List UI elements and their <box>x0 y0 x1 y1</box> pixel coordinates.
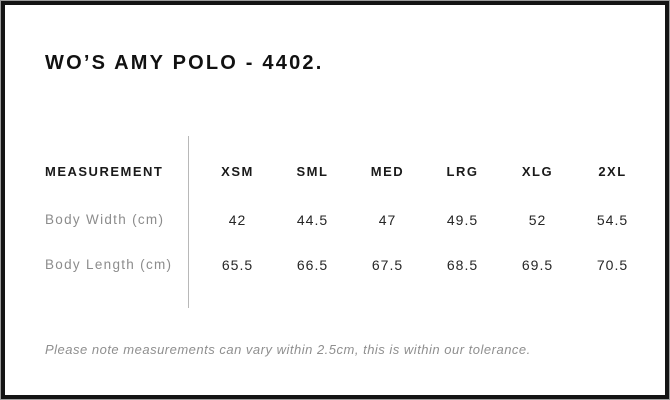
size-column-header-sml: SML <box>296 164 329 179</box>
body-length-xsm-value: 65.5 <box>221 257 254 273</box>
row-label-body-length: Body Length (cm) <box>45 257 173 272</box>
body-width-med-value: 47 <box>378 212 397 228</box>
size-column-header-med: MED <box>370 164 405 179</box>
body-width-xsm-value: 42 <box>228 212 247 228</box>
size-column-header-xsm: XSM <box>221 164 254 179</box>
page-title: WO’S AMY POLO - 4402. <box>45 52 324 74</box>
tolerance-note: Please note measurements can vary within… <box>45 342 531 357</box>
body-length-lrg-value: 68.5 <box>446 257 479 273</box>
table-row-body-width: Body Width (cm) 42 44.5 47 49.5 52 54.5 <box>45 210 651 230</box>
table-row-body-length: Body Length (cm) 65.5 66.5 67.5 68.5 69.… <box>45 255 651 275</box>
body-length-2xl-value: 70.5 <box>596 257 629 273</box>
row-label-body-width: Body Width (cm) <box>45 212 165 227</box>
body-length-med-value: 67.5 <box>371 257 404 273</box>
body-width-2xl-value: 54.5 <box>596 212 629 228</box>
size-column-header-xlg: XLG <box>521 164 554 179</box>
body-width-lrg-value: 49.5 <box>446 212 479 228</box>
size-table-header-row: MEASUREMENT XSM SML MED LRG XLG 2XL <box>45 162 651 182</box>
measurement-column-header: MEASUREMENT <box>45 164 164 179</box>
body-width-xlg-value: 52 <box>528 212 547 228</box>
size-column-header-2xl: 2XL <box>598 164 627 179</box>
body-length-xlg-value: 69.5 <box>521 257 554 273</box>
size-column-header-lrg: LRG <box>446 164 479 179</box>
body-length-sml-value: 66.5 <box>296 257 329 273</box>
column-divider <box>188 136 189 308</box>
body-width-sml-value: 44.5 <box>296 212 329 228</box>
